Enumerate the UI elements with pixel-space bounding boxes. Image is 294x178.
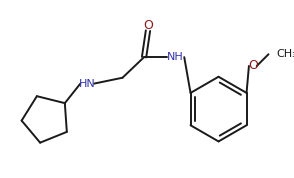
Text: HN: HN [79,79,96,89]
Text: O: O [248,59,258,72]
Text: NH: NH [167,52,184,62]
Text: CH₃: CH₃ [276,49,294,59]
Text: O: O [143,19,153,32]
